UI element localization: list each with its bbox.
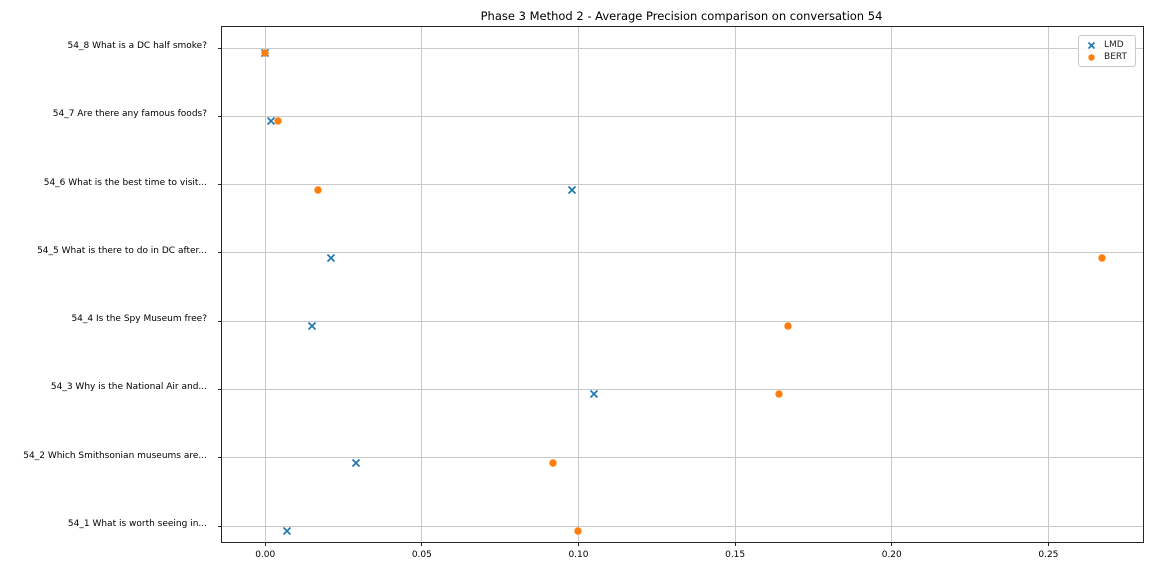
data-point-lmd	[589, 384, 599, 399]
data-point-bert	[260, 43, 270, 57]
circle-marker-icon	[549, 459, 558, 467]
x-tick-label: 0.05	[411, 550, 432, 560]
y-tick-label: 54_5 What is there to do in DC after...	[37, 245, 207, 256]
x-axis-tick	[577, 542, 579, 546]
data-point-bert	[313, 180, 323, 194]
y-axis-tick	[218, 252, 222, 254]
gridline-horizontal	[222, 184, 1143, 186]
x-axis-tick	[734, 542, 736, 546]
gridline-horizontal	[222, 115, 1143, 117]
y-axis-tick	[218, 47, 222, 49]
x-marker-icon	[1087, 41, 1095, 49]
x-axis-tick	[421, 542, 423, 546]
circle-marker-icon	[1087, 53, 1095, 61]
data-point-lmd	[567, 180, 577, 194]
x-tick-label: 0.10	[568, 550, 589, 560]
gridline-vertical	[891, 27, 893, 542]
y-axis-tick	[218, 184, 222, 186]
y-tick-label: 54_7 Are there any famous foods?	[52, 109, 207, 120]
data-point-bert	[548, 453, 558, 467]
x-marker-icon	[308, 322, 317, 331]
y-tick-label: 54_3 Why is the National Air and...	[50, 382, 207, 393]
circle-marker-icon	[261, 49, 269, 57]
data-point-lmd	[326, 248, 336, 262]
data-point-lmd	[282, 521, 292, 536]
y-tick-label: 54_6 What is the best time to visit...	[43, 177, 207, 188]
x-marker-icon	[568, 185, 577, 194]
circle-marker-icon	[775, 390, 783, 399]
x-tick-label: 0.20	[881, 550, 902, 560]
y-axis-tick	[218, 115, 222, 117]
y-axis-tick	[218, 525, 222, 527]
y-axis-tick	[218, 457, 222, 459]
legend-entry-lmd: LMD	[1085, 40, 1127, 50]
gridline-horizontal	[222, 457, 1143, 459]
x-axis-tick	[891, 542, 893, 546]
circle-marker-icon	[274, 117, 282, 125]
legend-label: LMD	[1104, 40, 1124, 50]
y-axis-tick	[218, 388, 222, 390]
data-point-bert	[774, 384, 784, 399]
x-marker-icon	[267, 117, 276, 126]
x-tick-label: 0.00	[255, 550, 276, 560]
gridline-horizontal	[222, 320, 1143, 322]
y-axis-tick	[218, 320, 222, 322]
data-point-lmd	[307, 316, 317, 331]
x-marker-icon	[351, 458, 361, 467]
data-point-lmd	[266, 111, 276, 126]
y-tick-label: 54_2 Which Smithsonian museums are...	[23, 450, 207, 461]
gridline-vertical	[421, 27, 423, 542]
circle-marker-icon	[1085, 52, 1097, 62]
data-point-bert	[783, 316, 793, 330]
x-tick-label: 0.15	[725, 550, 746, 560]
data-point-bert	[1097, 248, 1107, 262]
x-marker-icon	[283, 526, 292, 536]
x-marker-icon	[326, 253, 336, 262]
y-tick-label: 54_8 What is a DC half smoke?	[67, 41, 207, 51]
x-axis-tick	[264, 542, 266, 546]
circle-marker-icon	[1097, 254, 1106, 262]
x-axis-tick	[1047, 542, 1049, 546]
x-marker-icon	[1085, 40, 1097, 50]
legend-entry-bert: BERT	[1085, 52, 1127, 62]
y-tick-label: 54_4 Is the Spy Museum free?	[71, 314, 207, 325]
circle-marker-icon	[574, 527, 583, 535]
gridline-vertical	[264, 27, 266, 542]
gridline-horizontal	[222, 47, 1143, 49]
gridline-vertical	[734, 27, 736, 542]
chart-title: Phase 3 Method 2 - Average Precision com…	[480, 9, 883, 23]
circle-marker-icon	[314, 185, 323, 194]
gridline-horizontal	[222, 525, 1143, 527]
data-point-bert	[273, 111, 283, 125]
gridline-horizontal	[222, 388, 1143, 390]
x-tick-label: 0.25	[1038, 550, 1059, 560]
gridline-horizontal	[222, 252, 1143, 254]
x-marker-icon	[590, 390, 599, 399]
y-axis-labels: 54_1 What is worth seeing in... 54_2 Whic…	[0, 26, 214, 541]
gridline-vertical	[577, 27, 579, 542]
y-tick-label: 54_1 What is worth seeing in...	[67, 519, 207, 529]
circle-marker-icon	[784, 322, 793, 330]
data-point-bert	[573, 521, 583, 535]
legend-label: BERT	[1104, 52, 1127, 62]
legend: LMD BERT	[1078, 35, 1136, 67]
plot-area: LMD BERT 0.00 0.05 0.10 0.15 0.20 0.25	[218, 26, 1144, 560]
gridline-vertical	[1047, 27, 1049, 542]
data-point-lmd	[351, 453, 361, 467]
